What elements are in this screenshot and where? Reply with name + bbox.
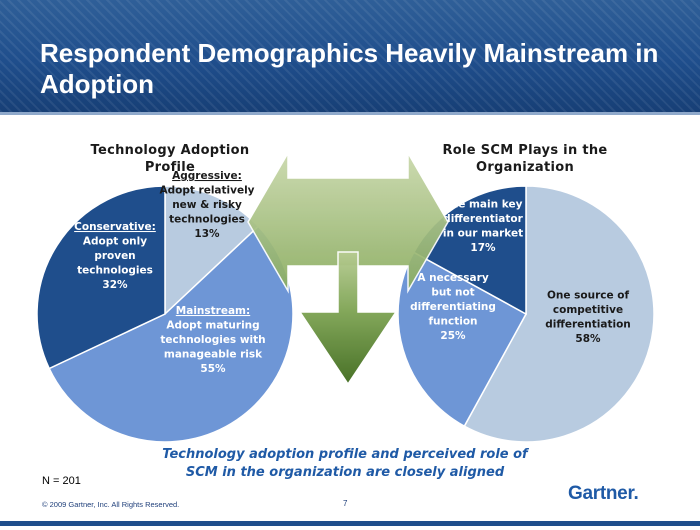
scm-role-slice-1-label-value: 58% xyxy=(575,333,601,345)
scm-role-slice-1-label-desc-1: One source of xyxy=(547,289,630,301)
adoption-slice-2-label-name: Mainstream: xyxy=(176,305,250,317)
adoption-slice-1-label-desc-1: Adopt relatively xyxy=(159,185,254,197)
scm-role-slice-1 xyxy=(463,185,655,443)
adoption-slice-2-label-desc-3: manageable risk xyxy=(164,349,263,361)
scm-role-slice-2 xyxy=(397,251,528,428)
adoption-slice-1-label-name: Aggressive: xyxy=(172,170,242,182)
scm-role-slice-2-label-desc-4: function xyxy=(428,316,477,328)
scm-role-slice-3-label-desc-3: in our market xyxy=(443,227,523,239)
adoption-slice-3-label-desc-1: Adopt only xyxy=(83,236,147,248)
summary-line-2: SCM in the organization are closely alig… xyxy=(185,465,505,480)
adoption-slice-3 xyxy=(36,185,166,370)
title-banner xyxy=(0,0,700,112)
adoption-slice-1-label-desc-2: new & risky xyxy=(172,199,242,211)
slide-title: Respondent Demographics Heavily Mainstre… xyxy=(40,38,659,99)
scm-role-slice-2-label-value: 25% xyxy=(440,330,466,342)
summary-statement: Technology adoption profile and perceive… xyxy=(130,446,560,482)
right-chart-title-line2: Organization xyxy=(475,160,575,175)
scm-role-slice-2-label-desc-2: but not xyxy=(431,287,474,299)
scm-role-slice-1-label-desc-2: competitive xyxy=(553,304,623,316)
sample-size-note: N = 201 xyxy=(42,475,81,487)
adoption-slice-1-label-desc-3: technologies xyxy=(169,214,245,226)
adoption-slice-3-label-desc-3: technologies xyxy=(77,265,153,277)
title-banner-rule xyxy=(0,112,700,115)
right-chart-title: Role SCM Plays in the Organization xyxy=(420,142,630,176)
scm-role-slice-2-label-desc-3: differentiating xyxy=(410,301,496,313)
footer-rule xyxy=(0,521,700,526)
scm-role-slice-1-label-desc-3: differentiation xyxy=(545,318,631,330)
scm-role-slice-2-label-desc-1: A necessary xyxy=(417,272,488,284)
title-banner-texture xyxy=(0,0,700,112)
adoption-slice-3-label-value: 32% xyxy=(102,279,128,291)
gartner-logo: Gartner. xyxy=(568,483,639,504)
page-number: 7 xyxy=(343,499,348,508)
scm-role-slice-3-label-value: 17% xyxy=(470,242,496,254)
adoption-slice-2-label-value: 55% xyxy=(200,363,226,375)
left-chart-title-line1: Technology Adoption xyxy=(90,143,250,158)
summary-line-1: Technology adoption profile and perceive… xyxy=(162,447,528,462)
convergence-arrow xyxy=(247,150,449,386)
adoption-slice-1-label-value: 13% xyxy=(194,228,220,240)
scm-role-slice-3-label-desc-1: The main key xyxy=(444,198,523,210)
adoption-slice-2-label-desc-1: Adopt maturing xyxy=(166,320,259,332)
scm-role-slice-3-label-desc-2: differentiator xyxy=(443,213,523,225)
left-chart-title-line2: Profile xyxy=(144,160,196,175)
convergence-arrow-down xyxy=(298,251,398,386)
adoption-slice-3-label-desc-2: proven xyxy=(94,250,135,262)
copyright-notice: © 2009 Gartner, Inc. All Rights Reserved… xyxy=(42,500,180,509)
convergence-arrow-horizontal xyxy=(247,150,449,294)
left-chart-title: Technology Adoption Profile xyxy=(70,142,270,176)
adoption-slice-3-label-name: Conservative: xyxy=(74,221,156,233)
right-chart-title-line1: Role SCM Plays in the xyxy=(442,143,608,158)
adoption-slice-2-label-desc-2: technologies with xyxy=(160,334,265,346)
